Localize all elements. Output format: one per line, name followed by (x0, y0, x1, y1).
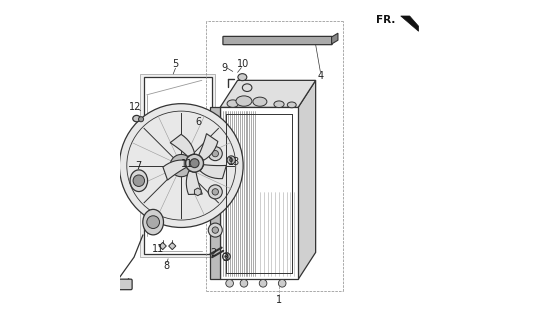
Text: 5: 5 (172, 60, 179, 69)
Circle shape (147, 216, 160, 228)
Circle shape (208, 147, 222, 161)
Circle shape (212, 150, 219, 157)
Ellipse shape (227, 100, 238, 107)
Circle shape (259, 279, 267, 287)
Bar (159, 243, 166, 250)
Circle shape (226, 279, 233, 287)
Polygon shape (199, 134, 218, 160)
Circle shape (229, 158, 233, 162)
Polygon shape (331, 33, 338, 44)
Polygon shape (200, 165, 227, 179)
Text: 8: 8 (164, 261, 170, 271)
Polygon shape (401, 16, 418, 31)
Text: 7: 7 (135, 161, 141, 172)
Ellipse shape (143, 209, 163, 235)
Polygon shape (170, 134, 195, 156)
Circle shape (170, 155, 193, 177)
Ellipse shape (242, 84, 252, 92)
Circle shape (119, 104, 243, 228)
Text: 11: 11 (181, 159, 194, 169)
Text: FR.: FR. (376, 15, 395, 25)
Polygon shape (298, 80, 316, 279)
Ellipse shape (236, 96, 252, 106)
Polygon shape (220, 80, 316, 108)
Text: 13: 13 (228, 156, 240, 167)
Text: 12: 12 (129, 102, 142, 112)
Ellipse shape (287, 102, 296, 108)
Ellipse shape (238, 74, 247, 81)
Circle shape (190, 159, 199, 168)
Text: 2: 2 (210, 248, 217, 258)
Text: 1: 1 (276, 295, 282, 305)
Circle shape (208, 185, 222, 199)
Text: 3: 3 (223, 253, 229, 263)
Circle shape (212, 227, 219, 233)
Text: 6: 6 (196, 117, 202, 127)
Ellipse shape (274, 101, 284, 108)
Circle shape (278, 279, 286, 287)
Circle shape (186, 154, 204, 172)
Polygon shape (220, 108, 298, 279)
Circle shape (138, 117, 143, 122)
Circle shape (133, 175, 145, 187)
FancyBboxPatch shape (143, 77, 212, 254)
Circle shape (225, 255, 228, 258)
Circle shape (240, 279, 248, 287)
Ellipse shape (130, 170, 147, 192)
Ellipse shape (133, 116, 141, 122)
Text: 11: 11 (152, 244, 164, 253)
Bar (169, 243, 176, 250)
Text: 9: 9 (222, 63, 228, 73)
Circle shape (212, 189, 219, 195)
Text: 4: 4 (318, 71, 324, 81)
Circle shape (227, 156, 235, 164)
Polygon shape (141, 74, 215, 257)
Polygon shape (210, 108, 220, 279)
FancyBboxPatch shape (223, 36, 332, 45)
Ellipse shape (253, 97, 267, 106)
Polygon shape (163, 160, 186, 180)
Circle shape (208, 223, 222, 237)
FancyBboxPatch shape (116, 279, 132, 290)
Polygon shape (186, 171, 203, 195)
Text: 10: 10 (237, 60, 249, 69)
